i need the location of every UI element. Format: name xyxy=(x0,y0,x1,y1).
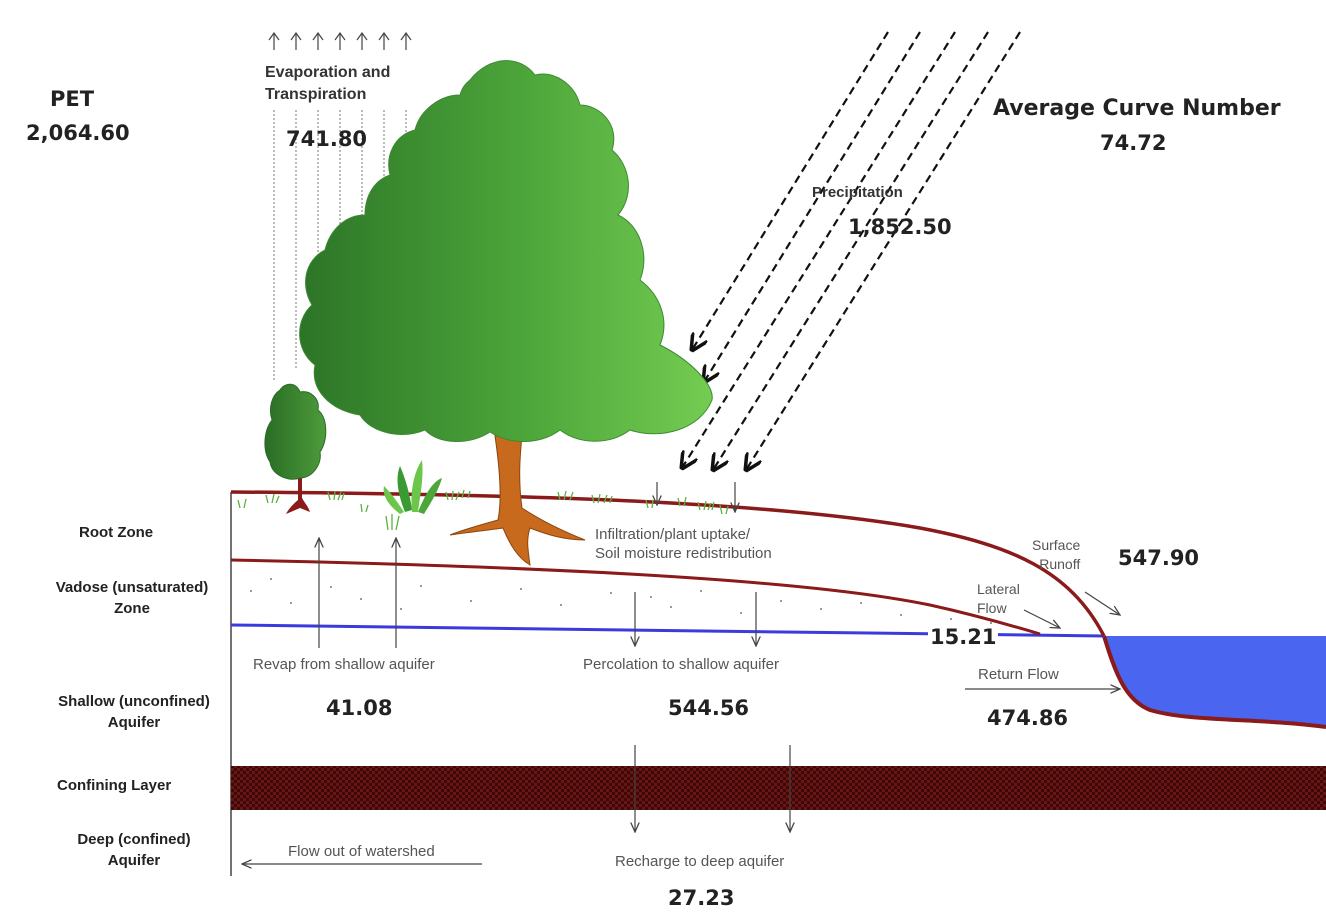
surface-runoff-value: 547.90 xyxy=(1118,546,1200,570)
surface-runoff-label: Surface Runoff xyxy=(1032,537,1081,572)
revap-value: 41.08 xyxy=(326,696,393,720)
tree-canopy xyxy=(299,60,713,442)
evapotranspiration-value: 741.80 xyxy=(286,127,368,151)
infiltration-label: Infiltration/plant uptake/Soil moisture … xyxy=(595,526,772,562)
recharge-value: 27.23 xyxy=(668,886,735,910)
percolation-arrows xyxy=(635,592,756,646)
percolation-value: 544.56 xyxy=(668,696,750,720)
pet-value: 2,064.60 xyxy=(26,121,130,145)
revap-arrows xyxy=(319,538,396,648)
percolation-label: Percolation to shallow aquifer xyxy=(583,656,779,673)
zone-label-deep-aquifer: Deep (confined) Aquifer xyxy=(77,831,191,869)
return-flow-label: Return Flow xyxy=(978,666,1059,683)
surface-runoff-arrow xyxy=(1084,591,1120,615)
flow-out-label: Flow out of watershed xyxy=(288,843,435,860)
tree-trunk xyxy=(449,435,586,566)
recharge-label: Recharge to deep aquifer xyxy=(615,853,785,870)
infiltration-arrows xyxy=(657,482,735,512)
small-tree-trunk xyxy=(286,470,310,514)
zone-label-shallow-aquifer: Shallow (unconfined) Aquifer xyxy=(58,693,210,731)
evapotranspiration-arrows xyxy=(268,31,412,50)
vadose-texture xyxy=(250,578,992,624)
lateral-flow-value: 15.21 xyxy=(928,625,999,649)
recharge-arrows xyxy=(635,745,790,832)
precipitation-value: 1,852.50 xyxy=(848,215,952,239)
lateral-flow-label: Lateral Flow xyxy=(977,581,1020,616)
precipitation-label: Precipitation xyxy=(812,184,903,201)
zone-label-root: Root Zone xyxy=(79,524,154,541)
revap-label: Revap from shallow aquifer xyxy=(253,656,435,673)
root-zone-boundary xyxy=(230,558,1041,636)
curve-number-label: Average Curve Number xyxy=(993,96,1281,121)
zone-label-confining: Confining Layer xyxy=(57,777,172,794)
stream-water xyxy=(1104,636,1326,727)
evapotranspiration-label-line1: Evaporation and xyxy=(265,64,391,81)
precipitation-arrows xyxy=(682,31,1021,470)
curve-number-value: 74.72 xyxy=(1100,131,1167,155)
lateral-flow-arrow xyxy=(1023,609,1060,628)
shrub xyxy=(383,460,442,514)
evapotranspiration-label-line2: Transpiration xyxy=(265,86,367,103)
pet-label: PET xyxy=(50,87,95,111)
stream-bed xyxy=(1102,635,1326,729)
zone-label-vadose: Vadose (unsaturated) Zone xyxy=(55,579,209,617)
return-flow-value: 474.86 xyxy=(987,706,1069,730)
small-tree-canopy xyxy=(264,383,327,480)
confining-layer-band xyxy=(231,766,1326,810)
